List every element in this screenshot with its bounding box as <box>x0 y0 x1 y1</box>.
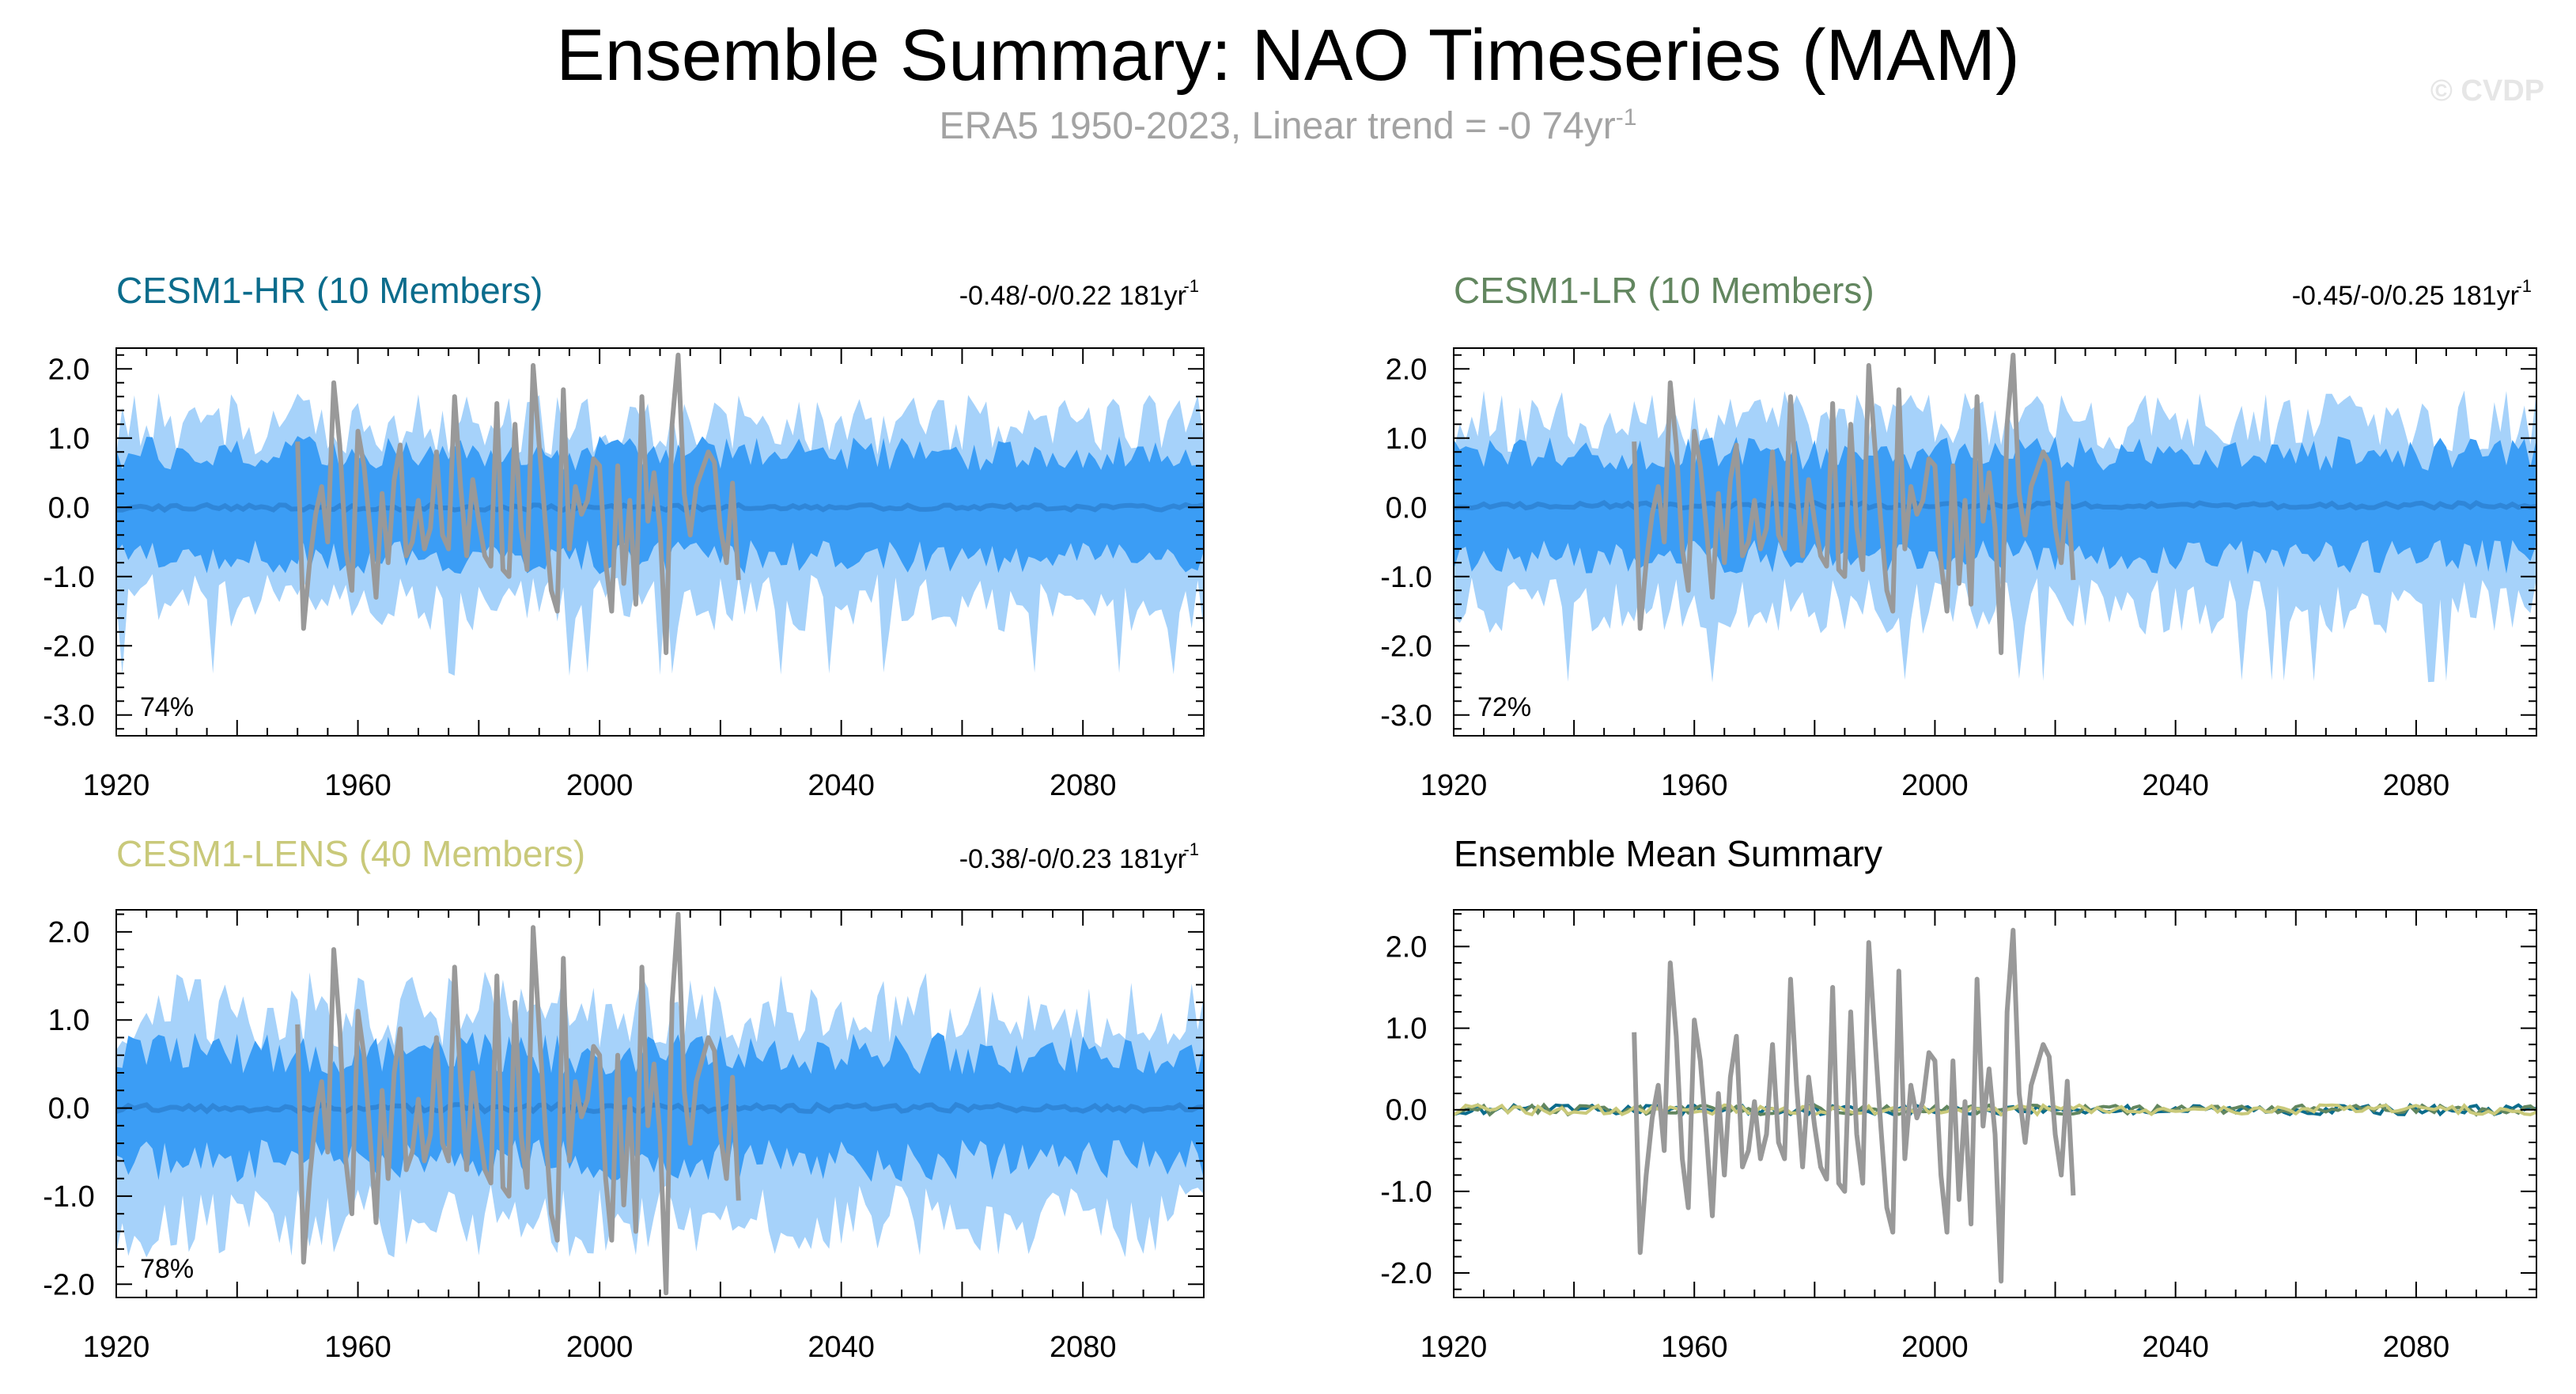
y-tick-label: -3.0 <box>43 699 94 733</box>
y-tick-label: 0.0 <box>48 1093 90 1126</box>
x-tick-label: 2040 <box>808 769 875 802</box>
trend-superscript: -1 <box>1183 839 1199 859</box>
subtitle-text: ERA5 1950-2023, Linear trend = -0 74yr <box>939 105 1616 147</box>
panel-title: Ensemble Mean Summary <box>1454 833 1882 874</box>
panel-top-right: CESM1-LR (10 Members) -0.45/-0/0.25 181yr… <box>1380 270 2537 802</box>
y-tick-label: -1.0 <box>1380 1176 1432 1209</box>
y-tick-label: -2.0 <box>1380 1257 1432 1290</box>
x-tick-label: 2000 <box>566 1331 634 1364</box>
y-tick-label: -1.0 <box>1380 561 1432 594</box>
observed-nao-line <box>295 352 741 655</box>
observed-nao-line <box>295 911 741 1296</box>
chart-subtitle: ERA5 1950-2023, Linear trend = -0 74yr-1 <box>0 104 2576 148</box>
cvdp-watermark: © CVDP <box>2430 74 2544 108</box>
trend-superscript: -1 <box>1183 276 1199 296</box>
trend-label: -0.48/-0/0.22 181yr <box>959 281 1186 311</box>
percent-label: 72% <box>1477 692 1531 722</box>
x-tick-label: 2040 <box>2142 769 2209 802</box>
x-tick-label: 1920 <box>83 1331 150 1364</box>
plot-frame <box>1453 909 2537 1298</box>
y-tick-label: -1.0 <box>43 561 94 594</box>
y-tick-label: 0.0 <box>1386 491 1428 525</box>
percent-label: 78% <box>140 1254 194 1284</box>
y-tick-label: -2.0 <box>43 630 94 663</box>
y-tick-label: 2.0 <box>1386 353 1428 386</box>
subtitle-superscript: -1 <box>1615 104 1637 131</box>
x-tick-label: 2080 <box>1050 1331 1117 1364</box>
y-tick-label: 2.0 <box>48 916 90 949</box>
panel-top-left: CESM1-HR (10 Members) -0.48/-0/0.22 181yr… <box>43 270 1205 802</box>
x-tick-label: 1920 <box>1420 769 1488 802</box>
x-tick-label: 2080 <box>2383 1331 2450 1364</box>
y-tick-label: 1.0 <box>1386 1013 1428 1046</box>
trend-label: -0.45/-0/0.25 181yr <box>2292 281 2519 311</box>
y-tick-label: -2.0 <box>1380 630 1432 663</box>
x-tick-label: 1920 <box>1420 1331 1488 1364</box>
y-tick-label: -1.0 <box>43 1180 94 1214</box>
x-tick-label: 1960 <box>324 1331 392 1364</box>
x-tick-label: 1960 <box>1661 1331 1728 1364</box>
panel-title: CESM1-LR (10 Members) <box>1454 270 1874 311</box>
x-tick-label: 1920 <box>83 769 150 802</box>
y-tick-label: 2.0 <box>48 353 90 386</box>
trend-label: -0.38/-0/0.23 181yr <box>959 844 1186 874</box>
x-tick-label: 2000 <box>566 769 634 802</box>
observed-nao-line <box>1632 352 2076 655</box>
panel-bottom-right: Ensemble Mean Summary 1920 1960 2000 2040 208… <box>1380 833 2538 1364</box>
y-tick-label: -3.0 <box>1380 699 1432 733</box>
observed-nao-line <box>1632 927 2076 1284</box>
y-tick-label: 1.0 <box>48 1004 90 1037</box>
percent-label: 74% <box>140 692 194 722</box>
panel-title: CESM1-HR (10 Members) <box>116 270 543 311</box>
y-tick-label: 1.0 <box>1386 422 1428 456</box>
x-tick-label: 2000 <box>1901 1331 1969 1364</box>
y-tick-label: 0.0 <box>48 491 90 525</box>
panel-title: CESM1-LENS (40 Members) <box>116 833 585 874</box>
y-tick-label: 0.0 <box>1386 1094 1428 1127</box>
trend-superscript: -1 <box>2516 276 2532 296</box>
x-tick-label: 1960 <box>324 769 392 802</box>
x-tick-label: 2080 <box>1050 769 1117 802</box>
x-tick-label: 2040 <box>808 1331 875 1364</box>
y-tick-label: 2.0 <box>1386 930 1428 964</box>
panel-bottom-left: CESM1-LENS (40 Members) -0.38/-0/0.23 181… <box>43 833 1205 1364</box>
x-tick-label: 2080 <box>2383 769 2450 802</box>
y-tick-label: -2.0 <box>43 1268 94 1301</box>
x-tick-label: 2040 <box>2142 1331 2209 1364</box>
y-tick-label: 1.0 <box>48 422 90 456</box>
x-tick-label: 1960 <box>1661 769 1728 802</box>
chart-main-title: Ensemble Summary: NAO Timeseries (MAM) <box>556 15 2020 96</box>
x-tick-label: 2000 <box>1901 769 1969 802</box>
